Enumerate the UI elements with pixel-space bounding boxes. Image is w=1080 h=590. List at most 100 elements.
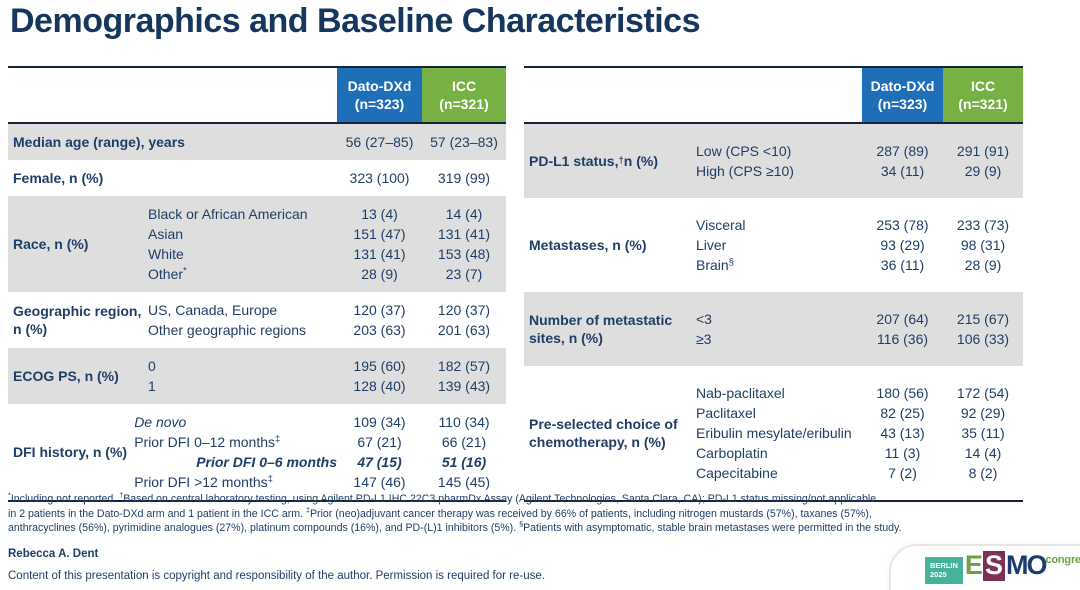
sub-row: Prior DFI 0–12 months‡ 67 (21) 66 (21) bbox=[134, 432, 506, 452]
row-values: Black or African American 13 (4) 14 (4) Asi… bbox=[148, 196, 506, 292]
row-values: 56 (27–85) 57 (23–83) bbox=[337, 124, 506, 160]
row-category: ECOG PS, n (%) bbox=[13, 367, 119, 384]
row-category: Race, n (%) bbox=[13, 235, 89, 252]
value-icc: 106 (33) bbox=[956, 331, 1010, 347]
row-subcategory: Capecitabine bbox=[696, 465, 778, 481]
value-icc: 29 (9) bbox=[964, 163, 1002, 179]
row-category: Geographic region, n (%) bbox=[13, 302, 142, 337]
column-header-icc: ICC (n=321) bbox=[422, 68, 506, 122]
row-values: <3 207 (64) 215 (67) ≥3 116 (36) 106 (33) bbox=[696, 292, 1023, 366]
row-category: PD-L1 status, † n (%) bbox=[529, 152, 658, 169]
sub-row: Visceral 253 (78) 233 (73) bbox=[696, 215, 1023, 235]
sub-row: Prior DFI >12 months‡ 147 (46) 145 (45) bbox=[134, 472, 506, 492]
value-icc: 23 (7) bbox=[445, 266, 483, 282]
sub-row: De novo 109 (34) 110 (34) bbox=[134, 412, 506, 432]
value-dato-dxd: 67 (21) bbox=[357, 434, 402, 450]
baseline-table-right: Dato-DXd (n=323) ICC (n=321) PD-L1 status, † … bbox=[524, 66, 1023, 502]
row-subcategory: Other geographic regions bbox=[148, 322, 306, 338]
row-values: 323 (100) 319 (99) bbox=[337, 160, 506, 196]
value-dato-dxd: 120 (37) bbox=[353, 302, 406, 318]
row-subcategory: High (CPS ≥10) bbox=[696, 163, 794, 179]
row-subcategory: Paclitaxel bbox=[696, 405, 756, 421]
table-row: Metastases, n (%) Visceral 253 (78) 233 (73… bbox=[524, 198, 1023, 292]
row-values: De novo 109 (34) 110 (34) Prior DFI 0–12 mo… bbox=[134, 404, 506, 500]
header-spacer bbox=[8, 68, 337, 122]
value-dato-dxd: 180 (56) bbox=[876, 385, 929, 401]
sub-row: Low (CPS <10) 287 (89) 291 (91) bbox=[696, 141, 1023, 161]
sub-row: Other geographic regions 203 (63) 201 (63) bbox=[148, 320, 506, 340]
esmo-letter: S bbox=[982, 550, 1005, 581]
sub-row: Eribulin mesylate/eribulin 43 (13) 35 (11) bbox=[696, 423, 1023, 443]
sub-row: Other* 28 (9) 23 (7) bbox=[148, 264, 506, 284]
footnote-line: in 2 patients in the Dato-DXd arm and 1 … bbox=[8, 505, 872, 520]
esmo-letter: O bbox=[1026, 550, 1047, 580]
table-header: Dato-DXd (n=323) ICC (n=321) bbox=[524, 68, 1023, 124]
row-subcategory: Black or African American bbox=[148, 206, 308, 222]
value-icc: 172 (54) bbox=[956, 385, 1010, 401]
value-dato-dxd: 116 (36) bbox=[876, 331, 929, 347]
value-dato-dxd: 11 (3) bbox=[884, 445, 921, 461]
table-row: ECOG PS, n (%) 0 195 (60) 182 (57) 1 128 (40)… bbox=[8, 348, 506, 404]
value-dato-dxd: 128 (40) bbox=[353, 378, 406, 394]
sub-row: Prior DFI 0–6 months 47 (15) 51 (16) bbox=[134, 452, 506, 472]
value-icc: 139 (43) bbox=[437, 378, 491, 394]
row-category: Number of metastatic sites, n (%) bbox=[529, 311, 673, 346]
value-icc: 215 (67) bbox=[956, 311, 1010, 327]
value-dato-dxd: 109 (34) bbox=[353, 414, 406, 430]
table-row: DFI history, n (%) De novo 109 (34) 110 (34… bbox=[8, 404, 506, 500]
value-icc: 92 (29) bbox=[960, 405, 1006, 421]
row-subcategory: Prior DFI 0–6 months bbox=[196, 454, 337, 470]
sub-row: ≥3 116 (36) 106 (33) bbox=[696, 329, 1023, 349]
value-dato-dxd: 203 (63) bbox=[353, 322, 406, 338]
value-dato-dxd: 56 (27–85) bbox=[345, 134, 414, 150]
value-dato-dxd: 47 (15) bbox=[357, 454, 402, 470]
value-dato-dxd: 207 (64) bbox=[876, 311, 929, 327]
page-title: Demographics and Baseline Characteristic… bbox=[10, 2, 701, 40]
value-icc: 120 (37) bbox=[437, 302, 491, 318]
row-subcategory: Carboplatin bbox=[696, 445, 768, 461]
value-icc: 131 (41) bbox=[437, 226, 491, 242]
row-subcategory: US, Canada, Europe bbox=[148, 302, 278, 318]
table-row: Pre-selected choice of chemotherapy, n (… bbox=[524, 366, 1023, 500]
value-icc: 14 (4) bbox=[445, 206, 483, 222]
value-icc: 57 (23–83) bbox=[430, 134, 498, 150]
sub-row: Capecitabine 7 (2) 8 (2) bbox=[696, 463, 1023, 483]
row-values: Nab-paclitaxel 180 (56) 172 (54) Paclitaxel… bbox=[696, 366, 1023, 500]
row-subcategory: Eribulin mesylate/eribulin bbox=[696, 425, 852, 441]
row-category: Female, n (%) bbox=[13, 169, 104, 186]
row-subcategory: White bbox=[148, 246, 184, 262]
value-icc: 8 (2) bbox=[968, 465, 998, 481]
sub-row: Asian 151 (47) 131 (41) bbox=[148, 224, 506, 244]
row-subcategory: Prior DFI >12 months‡ bbox=[134, 473, 273, 490]
value-dato-dxd: 151 (47) bbox=[353, 226, 406, 242]
value-icc: 319 (99) bbox=[437, 170, 491, 186]
value-dato-dxd: 43 (13) bbox=[880, 425, 925, 441]
author-name: Rebecca A. Dent bbox=[8, 548, 99, 560]
value-dato-dxd: 93 (29) bbox=[880, 237, 925, 253]
value-icc: 233 (73) bbox=[956, 217, 1010, 233]
row-category: Pre-selected choice of chemotherapy, n (… bbox=[529, 415, 678, 450]
row-category: Metastases, n (%) bbox=[529, 236, 647, 253]
value-dato-dxd: 7 (2) bbox=[888, 465, 917, 481]
table-row: Geographic region, n (%) US, Canada, Euro… bbox=[8, 292, 506, 348]
row-values: 0 195 (60) 182 (57) 1 128 (40) 139 (43) bbox=[148, 348, 506, 404]
row-subcategory: Visceral bbox=[696, 217, 746, 233]
footnote-line: anthracyclines (56%), pyrimidine analogu… bbox=[8, 519, 902, 535]
row-subcategory: Low (CPS <10) bbox=[696, 143, 792, 159]
row-values: Visceral 253 (78) 233 (73) Liver 93 (29) 98 (… bbox=[696, 198, 1023, 292]
table-row: Median age (range), years 56 (27–85) 57 (2… bbox=[8, 124, 506, 160]
sub-row: Liver 93 (29) 98 (31) bbox=[696, 235, 1023, 255]
value-dato-dxd: 253 (78) bbox=[876, 217, 929, 233]
table-row: Female, n (%) 323 (100) 319 (99) bbox=[8, 160, 506, 196]
value-icc: 51 (16) bbox=[441, 454, 487, 470]
value-dato-dxd: 323 (100) bbox=[349, 170, 410, 186]
value-dato-dxd: 34 (11) bbox=[880, 163, 925, 179]
table-row: PD-L1 status, † n (%) Low (CPS <10) 287 (89… bbox=[524, 124, 1023, 198]
value-icc: 201 (63) bbox=[437, 322, 491, 338]
sub-row: US, Canada, Europe 120 (37) 120 (37) bbox=[148, 300, 506, 320]
value-icc: 153 (48) bbox=[437, 246, 491, 262]
row-subcategory: Other* bbox=[148, 265, 187, 282]
